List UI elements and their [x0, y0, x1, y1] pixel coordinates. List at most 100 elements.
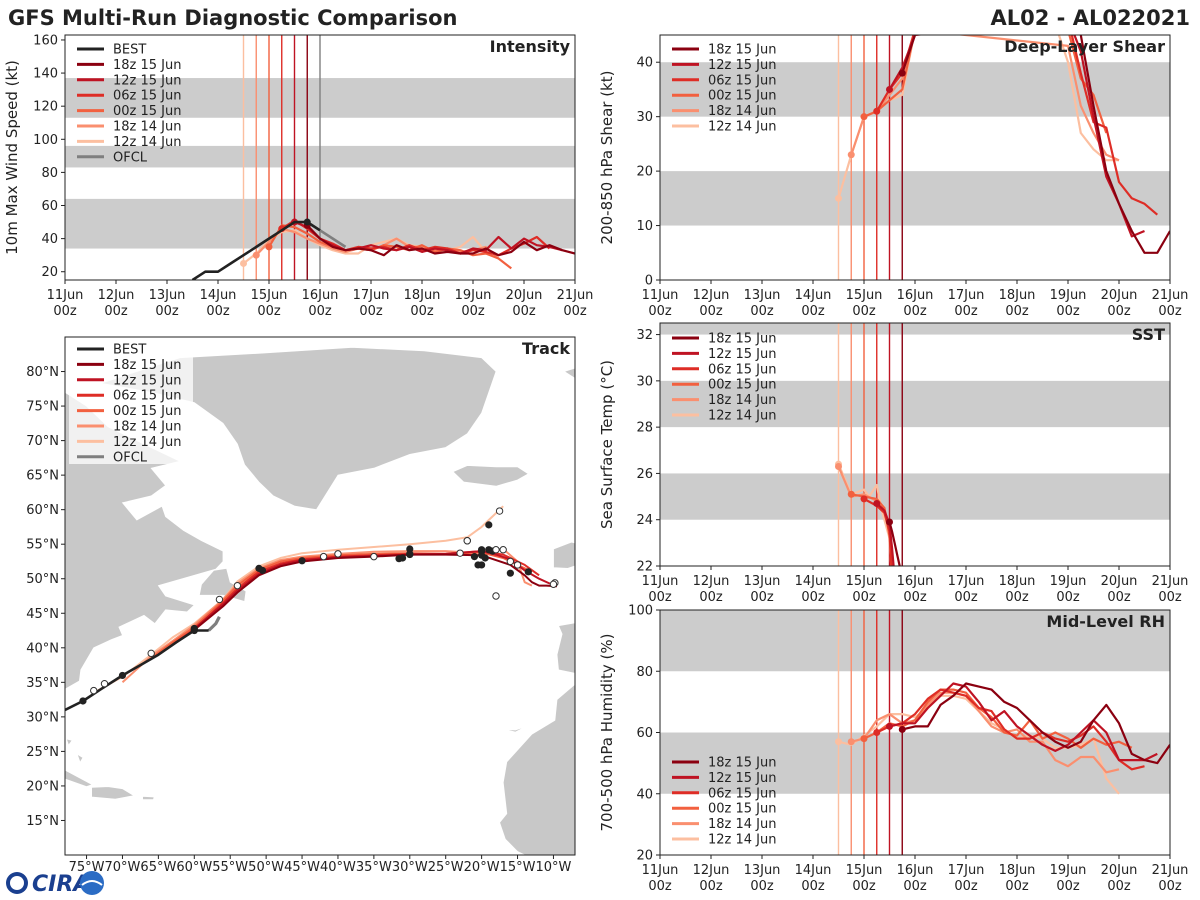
sst-ylabel: Sea Surface Temp (°C) — [598, 360, 616, 529]
track-legend-label-best: BEST — [113, 343, 146, 358]
sst-series-18z-15-jun — [888, 521, 901, 566]
track-open-marker-5 — [370, 552, 378, 561]
intensity-xtick-label-10-time: 00z — [563, 304, 587, 319]
track-open-marker-0 — [147, 649, 155, 658]
track-ytick-label-40: 40°N — [26, 641, 59, 656]
rh-panel: 2040608010011Jun00z12Jun00z13Jun00z14Jun… — [598, 604, 1188, 895]
land-bahamas-2 — [76, 753, 84, 764]
sst-point-06z-15-jun — [860, 495, 868, 503]
track-ytick-label-65: 65°N — [26, 469, 59, 484]
shear-ytick-label-30: 30 — [636, 110, 653, 125]
sst-xtick-label-10: 21Jun — [1152, 574, 1189, 589]
shear-legend-label-18z-15-jun: 18z 15 Jun — [708, 43, 777, 58]
track-series-ofcl — [207, 615, 221, 632]
sst-xtick-label-9-time: 00z — [1107, 590, 1131, 605]
intensity-xtick-label-2-time: 00z — [155, 304, 179, 319]
sst-xtick-label-8: 19Jun — [1050, 574, 1087, 589]
intensity-xtick-label-3: 14Jun — [200, 288, 237, 303]
intensity-series-18z-15-jun — [306, 224, 575, 257]
shear-point-00z-15-jun — [860, 113, 868, 121]
rh-xtick-label-8: 19Jun — [1050, 863, 1087, 878]
intensity-ytick-label-60: 60 — [41, 199, 58, 214]
track-point-12z-15-jun-0 — [190, 624, 198, 633]
track-point-06z-15-jun-1 — [478, 546, 486, 554]
shear-xtick-label-0-time: 00z — [648, 304, 672, 319]
rh-xtick-label-4: 15Jun — [846, 863, 883, 878]
rh-ytick-label-80: 80 — [636, 665, 653, 680]
shear-ylabel: 200-850 hPa Shear (kt) — [598, 71, 616, 245]
sst-xtick-label-4: 15Jun — [846, 574, 883, 589]
shear-xtick-label-6: 17Jun — [948, 288, 985, 303]
track-point-best-0 — [79, 697, 87, 705]
track-open-marker-12 — [100, 680, 109, 688]
rh-series-06z-15-jun — [876, 688, 1145, 771]
shear-xtick-label-7-time: 00z — [1005, 304, 1029, 319]
shear-point-06z-15-jun — [873, 107, 881, 115]
shear-xtick-label-1-time: 00z — [699, 304, 723, 319]
sst-point-00z-15-jun — [847, 490, 855, 498]
intensity-ytick-label-160: 160 — [33, 33, 58, 48]
intensity-legend-label-06z-15-jun: 06z 15 Jun — [113, 89, 182, 104]
rh-xtick-label-8-time: 00z — [1056, 879, 1080, 894]
rh-xtick-label-7-time: 00z — [1005, 879, 1029, 894]
track-xtick-label-11: 20°W — [464, 860, 500, 875]
track-ytick-label-30: 30°N — [26, 710, 59, 725]
intensity-xtick-label-0-time: 00z — [53, 304, 77, 319]
rh-xtick-label-7: 18Jun — [999, 863, 1036, 878]
sst-ytick-label-30: 30 — [636, 374, 653, 389]
track-legend-label-12z-15-jun: 12z 15 Jun — [113, 373, 182, 388]
track-legend-label-18z-15-jun: 18z 15 Jun — [113, 358, 182, 373]
land-ireland — [553, 541, 575, 569]
intensity-legend-label-18z-15-jun: 18z 15 Jun — [113, 58, 182, 73]
rh-point-18z-14-jun — [847, 738, 855, 746]
track-open-marker-1 — [215, 595, 224, 604]
sst-legend-label-18z-15-jun: 18z 15 Jun — [708, 332, 777, 347]
intensity-point-12z-14-jun — [240, 259, 247, 267]
sst-panel: 22242628303211Jun00z12Jun00z13Jun00z14Ju… — [598, 322, 1189, 605]
intensity-xtick-label-5: 16Jun — [302, 288, 339, 303]
sst-ytick-label-26: 26 — [636, 467, 653, 482]
intensity-xtick-label-9-time: 00z — [512, 304, 536, 319]
shear-band-0 — [660, 171, 1170, 226]
storm-id: AL02 - AL022021 — [991, 6, 1191, 30]
intensity-ytick-label-80: 80 — [41, 166, 58, 181]
rh-point-00z-15-jun — [860, 735, 868, 743]
shear-xtick-label-10-time: 00z — [1158, 304, 1182, 319]
rh-legend-label-00z-15-jun: 00z 15 Jun — [708, 802, 777, 817]
track-filled-marker-2 — [406, 545, 414, 553]
rh-series-12z-15-jun — [889, 682, 1158, 762]
intensity-title: Intensity — [490, 37, 571, 56]
track-xtick-label-10: 25°W — [428, 860, 464, 875]
track-open-marker-2 — [233, 581, 242, 590]
track-xtick-label-8: 35°W — [356, 860, 392, 875]
shear-point-12z-15-jun — [886, 85, 893, 93]
sst-xtick-label-2-time: 00z — [750, 590, 774, 605]
track-ytick-label-25: 25°N — [26, 745, 59, 760]
shear-title: Deep-Layer Shear — [1004, 37, 1165, 56]
track-ytick-label-45: 45°N — [26, 607, 59, 622]
track-legend-label-00z-15-jun: 00z 15 Jun — [113, 404, 182, 419]
land-svalbard — [563, 367, 575, 379]
intensity-legend-label-12z-14-jun: 12z 14 Jun — [113, 135, 182, 150]
land-puerto-rico — [142, 795, 155, 801]
track-point-18z-14-jun-0 — [485, 521, 493, 529]
sst-xtick-label-1-time: 00z — [699, 590, 723, 605]
intensity-xtick-label-5-time: 00z — [308, 304, 332, 319]
rh-ylabel: 700-500 hPa Humidity (%) — [598, 633, 616, 831]
rh-series-18z-15-jun — [902, 682, 1170, 765]
shear-series-18z-15-jun — [901, 35, 1170, 254]
track-point-18z-15-jun-1 — [406, 550, 414, 559]
sst-legend-label-06z-15-jun: 06z 15 Jun — [708, 362, 777, 377]
sst-plot-area — [660, 323, 1170, 566]
intensity-ytick-label-40: 40 — [41, 232, 58, 247]
sst-legend-label-00z-15-jun: 00z 15 Jun — [708, 378, 777, 393]
sst-ytick-label-22: 22 — [636, 560, 653, 575]
intensity-xtick-label-8-time: 00z — [461, 304, 485, 319]
sst-xtick-label-0-time: 00z — [648, 590, 672, 605]
track-open-marker-3 — [319, 552, 328, 561]
shear-xtick-label-4-time: 00z — [852, 304, 876, 319]
rh-xtick-label-10-time: 00z — [1158, 879, 1182, 894]
sst-xtick-label-4-time: 00z — [852, 590, 876, 605]
shear-legend-label-06z-15-jun: 06z 15 Jun — [708, 73, 777, 88]
